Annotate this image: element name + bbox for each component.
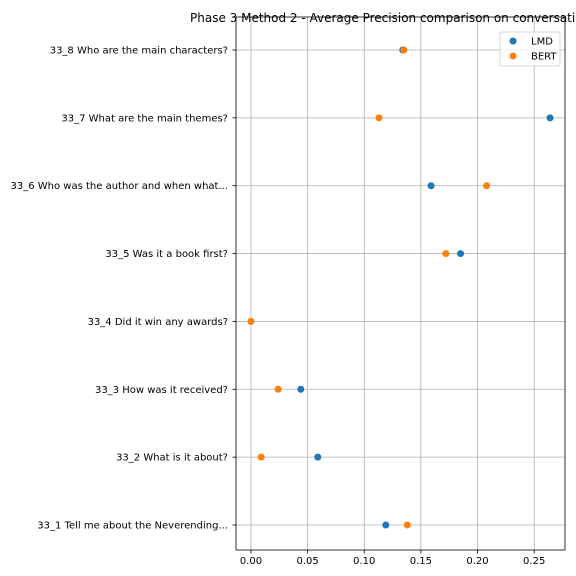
y-tick-label: 33_5 Was it a book first? [105,249,228,260]
legend-marker-bert [509,52,517,60]
y-tick-label: 33_1 Tell me about the Neverending... [37,521,228,532]
y-tick-label: 33_3 How was it received? [95,385,228,396]
grid [236,17,565,550]
y-tick-label: 33_2 What is it about? [116,453,228,464]
point-lmd [457,250,465,258]
ticks: 0.00 0.05 0.10 0.15 0.20 0.25 33_1 Tell me abo… [11,46,546,568]
point-lmd [546,114,554,122]
legend-label-bert: BERT [531,52,557,63]
y-tick-label: 33_4 Did it win any awards? [88,317,228,328]
legend-label-lmd: LMD [531,37,553,48]
point-bert [375,114,383,122]
x-tick-label: 0.15 [410,556,432,567]
x-tick-label: 0.25 [523,556,545,567]
x-tick-label: 0.00 [240,556,262,567]
y-tick-label: 33_8 Who are the main characters? [50,46,228,57]
points [247,46,554,529]
y-tick-label: 33_7 What are the main themes? [61,113,228,124]
legend-marker-lmd [509,37,517,45]
point-bert [257,453,265,461]
axes-frame [235,16,566,551]
point-lmd [382,521,390,529]
chart-title: Phase 3 Method 2 - Average Precision com… [190,11,576,25]
point-bert [403,521,411,529]
legend: LMD BERT [499,31,561,67]
point-bert [274,385,282,393]
x-tick-label: 0.20 [466,556,488,567]
point-lmd [427,182,435,190]
point-bert [442,250,450,258]
point-lmd [314,453,322,461]
x-tick-label: 0.10 [353,556,375,567]
y-tick-label: 33_6 Who was the author and when what... [11,181,229,192]
x-tick-label: 0.05 [296,556,318,567]
point-lmd [297,385,305,393]
point-bert [247,317,255,325]
point-bert [400,46,408,54]
point-bert [483,182,491,190]
